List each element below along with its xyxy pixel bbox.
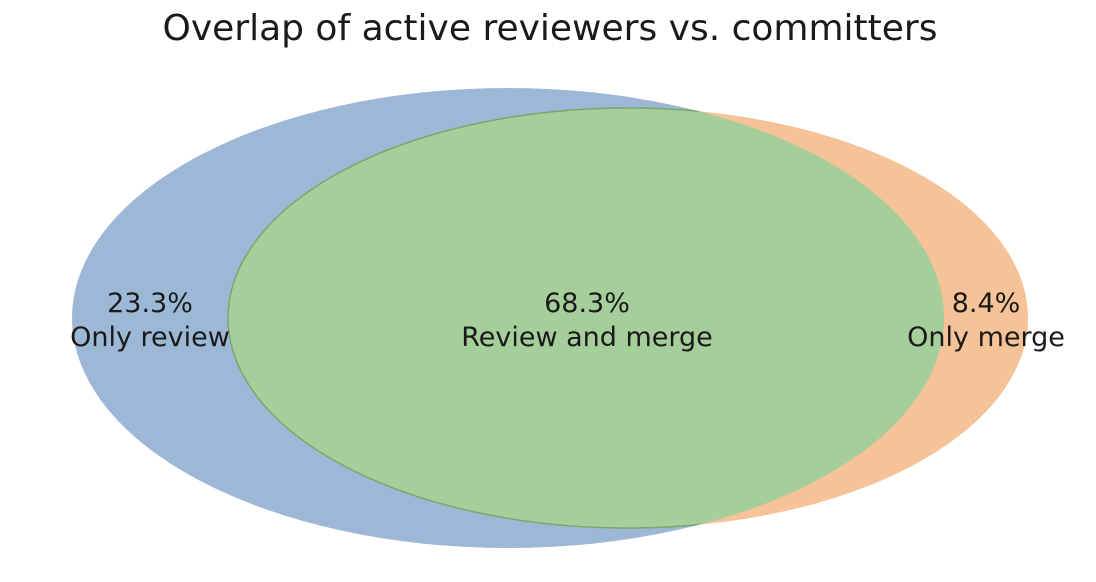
region-value-both: 68.3%	[544, 288, 630, 319]
intersection-region	[227, 107, 944, 529]
region-label-only-merge: Only merge	[907, 322, 1065, 353]
chart-title: Overlap of active reviewers vs. committe…	[162, 8, 937, 49]
region-label-both: Review and merge	[461, 322, 713, 353]
region-value-only-merge: 8.4%	[952, 288, 1021, 319]
region-label-only-review: Only review	[70, 322, 230, 353]
region-value-only-review: 23.3%	[107, 288, 193, 319]
